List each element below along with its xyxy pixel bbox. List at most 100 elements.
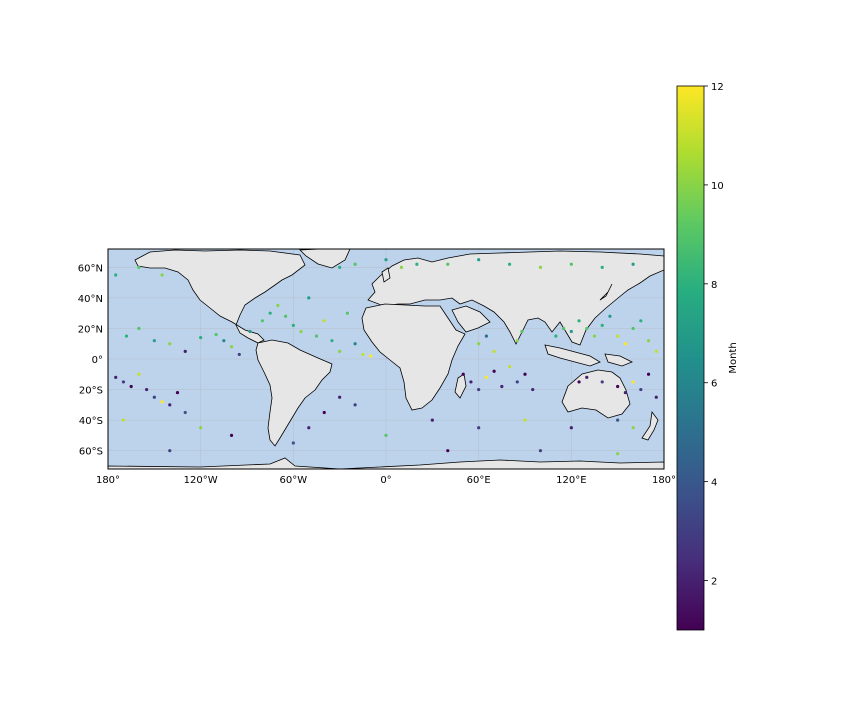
scatter-point	[307, 296, 311, 300]
scatter-point	[168, 449, 172, 453]
latitude-tick-label: 0°	[92, 355, 103, 366]
scatter-point	[523, 372, 527, 376]
land-masses	[108, 249, 664, 469]
scatter-point	[415, 262, 419, 266]
scatter-point	[314, 334, 319, 338]
latitude-tick-label: 20°N	[78, 324, 103, 335]
scatter-point	[577, 319, 581, 323]
scatter-point	[639, 387, 643, 392]
scatter-point	[477, 258, 481, 262]
scatter-point	[585, 375, 589, 379]
scatter-points	[114, 258, 658, 456]
new-zealand	[641, 410, 659, 441]
antarctica	[108, 457, 664, 469]
scatter-point	[631, 426, 635, 430]
scatter-point	[515, 380, 519, 384]
scatter-point	[260, 319, 265, 323]
scatter-point	[469, 380, 473, 384]
scatter-point	[330, 339, 334, 343]
scatter-point	[616, 418, 620, 422]
scatter-point	[199, 336, 203, 340]
scatter-point	[616, 384, 620, 389]
scatter-point	[160, 400, 164, 404]
scatter-point	[569, 329, 573, 334]
longitude-tick-label: 180°	[652, 475, 676, 486]
scatter-point	[631, 380, 635, 384]
scatter-point	[631, 262, 635, 266]
scatter-point	[531, 387, 535, 392]
scatter-point	[600, 380, 604, 384]
scatter-point	[592, 334, 597, 338]
colorbar-label: Month	[728, 342, 739, 373]
scatter-point	[523, 418, 527, 422]
scatter-point	[538, 265, 543, 269]
scatter-point	[276, 303, 280, 308]
eurasia	[367, 250, 664, 346]
scatter-point	[338, 395, 342, 399]
japan	[599, 283, 613, 301]
scatter-point	[600, 323, 604, 327]
scatter-point	[446, 449, 450, 453]
scatter-point	[646, 372, 651, 376]
scatter-point	[121, 418, 126, 422]
scatter-point	[248, 329, 252, 334]
scatter-point	[268, 311, 272, 315]
scatter-point	[121, 380, 126, 384]
scatter-point	[520, 329, 524, 334]
scatter-point	[152, 339, 156, 343]
world-map: 180° 120°W 60°W 0° 60°E 120°E 180° 60°N 40°N 20°…	[78, 248, 676, 486]
arabian-peninsula	[451, 305, 491, 333]
scatter-point	[616, 452, 620, 456]
scatter-point	[168, 342, 172, 346]
scatter-point	[569, 262, 573, 266]
north-america	[134, 249, 306, 344]
scatter-point	[129, 384, 133, 389]
scatter-point	[477, 342, 481, 346]
scatter-point	[322, 319, 326, 323]
map-frame	[107, 248, 665, 470]
greenland	[299, 249, 351, 269]
colorbar-tick-label: 2	[711, 577, 717, 588]
scatter-point	[291, 323, 295, 327]
scatter-point	[399, 265, 404, 269]
scatter-point	[229, 433, 234, 437]
scatter-point	[639, 319, 643, 323]
scatter-point	[353, 403, 357, 407]
longitude-ticks: 180° 120°W 60°W 0° 60°E 120°E 180°	[96, 475, 676, 486]
scatter-point	[507, 365, 512, 369]
scatter-point	[538, 449, 543, 453]
longitude-tick-label: 180°	[96, 475, 120, 486]
scatter-point	[562, 326, 566, 331]
scatter-point	[631, 326, 635, 331]
longitude-tick-label: 60°E	[467, 475, 491, 486]
colorbar-tick-label: 12	[711, 82, 724, 93]
scatter-point	[646, 339, 651, 343]
scatter-point	[137, 372, 141, 376]
scatter-point	[585, 326, 589, 331]
scatter-point	[554, 334, 558, 338]
colorbar-tick-label: 6	[711, 379, 717, 390]
scatter-point	[600, 265, 604, 269]
scatter-point	[623, 342, 627, 346]
longitude-tick-label: 120°W	[184, 475, 218, 486]
scatter-point	[500, 384, 504, 389]
scatter-point	[222, 339, 226, 343]
scatter-point	[175, 391, 180, 395]
scatter-point	[114, 273, 118, 277]
africa	[361, 303, 466, 411]
colorbar-ticks: 2 4 6 8 10 12	[704, 82, 724, 588]
scatter-point	[199, 426, 203, 430]
scatter-point	[307, 426, 311, 430]
new-guinea	[604, 353, 633, 367]
scatter-point	[492, 349, 496, 353]
scatter-point	[368, 354, 373, 358]
scatter-point	[353, 342, 357, 346]
longitude-tick-label: 0°	[380, 475, 391, 486]
scatter-point	[137, 326, 141, 331]
colorbar-gradient	[676, 85, 705, 631]
scatter-point	[160, 273, 164, 277]
scatter-point	[152, 395, 156, 399]
maritime-southeast-asia	[544, 344, 601, 367]
latitude-tick-label: 60°S	[79, 447, 103, 458]
scatter-point	[616, 334, 620, 338]
